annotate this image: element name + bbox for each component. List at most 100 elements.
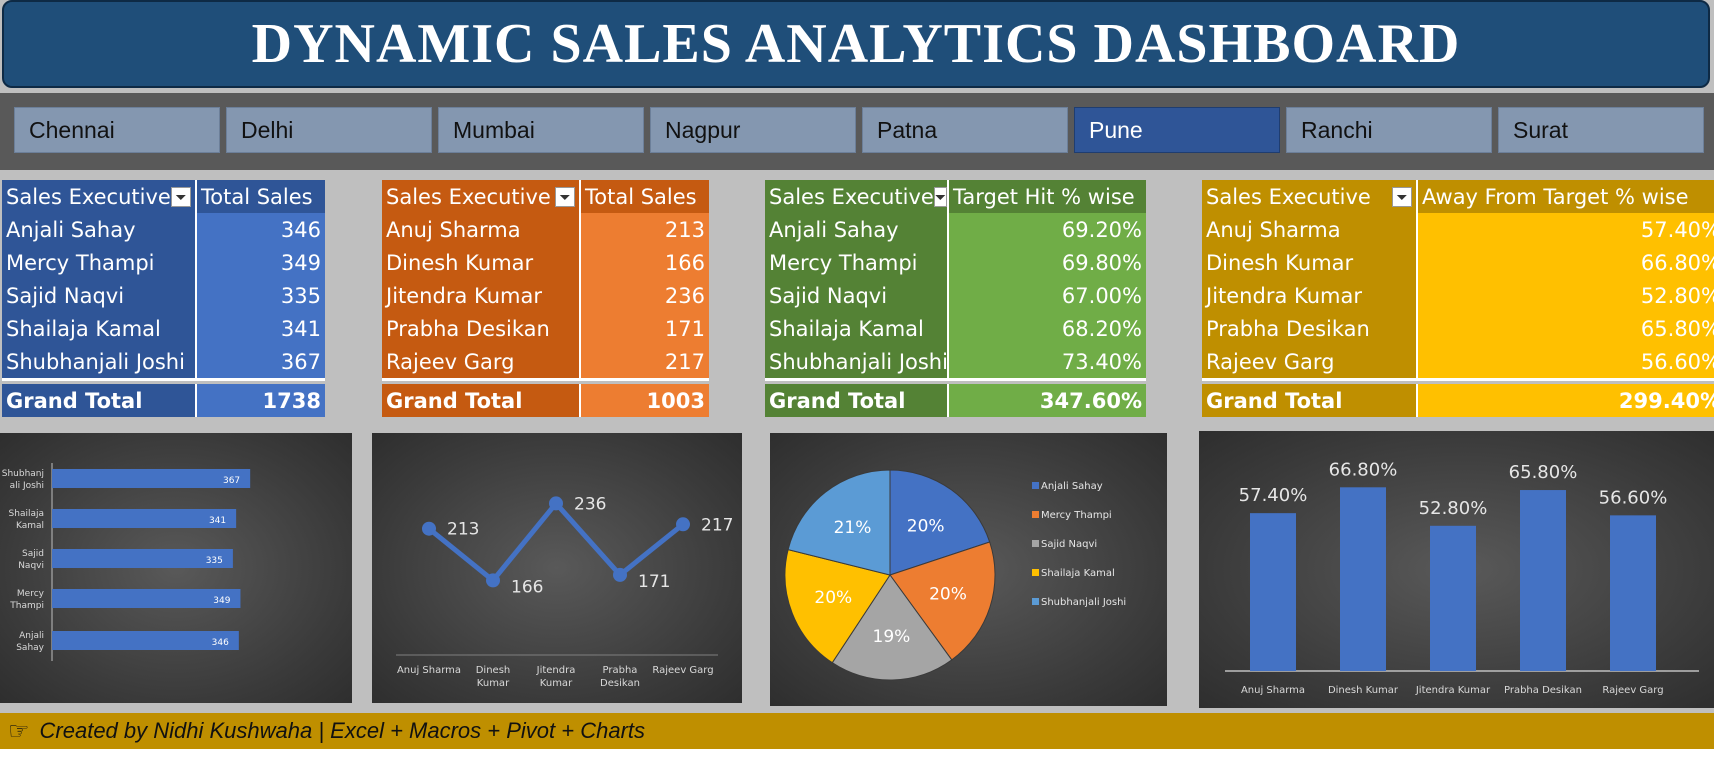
bar[interactable] [1340, 487, 1386, 671]
table-row: Mercy Thampi 349 [2, 246, 325, 279]
cell-value: 349 [197, 246, 325, 279]
table-row: Anjali Sahay 346 [2, 213, 325, 246]
slicer-item-delhi[interactable]: Delhi [226, 107, 432, 153]
chart-total-sales-bar[interactable]: 367 Shubhanj ali Joshi 341 Shailaja Kamal 335 S… [0, 433, 352, 703]
category-tick-label: Anuj Sharma [1241, 685, 1305, 696]
column-divider [947, 312, 949, 345]
category-tick-label: Dinesh Kumar [1328, 685, 1399, 696]
slicer-item-surat[interactable]: Surat [1498, 107, 1704, 153]
data-point[interactable] [613, 567, 627, 582]
column-divider [947, 345, 949, 378]
column-divider [579, 180, 581, 213]
grand-total-label: Grand Total [765, 384, 947, 417]
series-line[interactable] [427, 500, 685, 583]
header-value: Total Sales [197, 180, 325, 213]
column-divider [579, 312, 581, 345]
table-row: Shubhanjali Joshi 73.40% [765, 345, 1146, 378]
filter-icon[interactable]: ⏷ [171, 186, 191, 207]
data-point[interactable] [422, 521, 436, 536]
filter-icon[interactable]: ⏷ [933, 186, 947, 207]
header-label: Sales Executive [6, 184, 171, 209]
slicer-item-chennai[interactable]: Chennai [14, 107, 220, 153]
filter-icon[interactable]: ⏷ [555, 186, 575, 207]
cell-value: 65.80% [1418, 312, 1724, 345]
column-divider [195, 246, 197, 279]
bar[interactable] [52, 469, 251, 488]
table-row: Jitendra Kumar 52.80% [1202, 279, 1724, 312]
pie-slice[interactable] [787, 469, 891, 576]
category-tick-label: Shubhanj ali Joshi [2, 469, 44, 491]
bar[interactable] [52, 631, 239, 650]
category-tick-label: Mercy Thampi [9, 589, 44, 611]
header-sales-executive: Sales Executive ⏷ [2, 180, 195, 213]
slicer-item-patna[interactable]: Patna [862, 107, 1068, 153]
data-label: 65.80% [1509, 462, 1578, 483]
grand-total-row: Grand Total 299.40% [1202, 384, 1724, 417]
slicer-item-pune[interactable]: Pune [1074, 107, 1280, 153]
grand-total-label: Grand Total [1202, 384, 1416, 417]
chart-total-sales-line[interactable]: 213 Anuj Sharma 166 Dinesh Kumar 236 Jitendra K… [372, 433, 742, 703]
data-label: 213 [447, 520, 479, 540]
bar[interactable] [52, 509, 237, 528]
data-label: 341 [209, 516, 226, 526]
bar[interactable] [1250, 513, 1296, 671]
pie-slice[interactable] [831, 574, 953, 681]
pie-slice[interactable] [784, 549, 891, 664]
legend-label: Shailaja Kamal [1041, 568, 1115, 579]
footer-bar: ☞ Created by Nidhi Kushwaha | Excel + Ma… [0, 713, 1714, 749]
slicer-item-nagpur[interactable]: Nagpur [650, 107, 856, 153]
table-row: Sajid Naqvi 67.00% [765, 279, 1146, 312]
table-header-row: Sales Executive ⏷ Total Sales [382, 180, 709, 213]
column-divider [1416, 345, 1418, 378]
table-row: Mercy Thampi 69.80% [765, 246, 1146, 279]
table-row: Dinesh Kumar 66.80% [1202, 246, 1724, 279]
category-tick-label: Jitendra Kumar [536, 665, 576, 689]
data-label: 349 [213, 596, 230, 606]
bar[interactable] [1520, 490, 1566, 671]
cell-value: 335 [197, 279, 325, 312]
cell-value: 213 [581, 213, 709, 246]
grand-total-label: Grand Total [2, 384, 195, 417]
cell-value: 171 [581, 312, 709, 345]
table-row: Shailaja Kamal 68.20% [765, 312, 1146, 345]
data-point[interactable] [549, 496, 563, 511]
column-divider [195, 213, 197, 246]
dashboard-title: DYNAMIC SALES ANALYTICS DASHBOARD [2, 0, 1710, 88]
pie-slice[interactable] [889, 469, 991, 576]
header-sales-executive: Sales Executive ⏷ [382, 180, 579, 213]
cell-value: 346 [197, 213, 325, 246]
slicer-item-mumbai[interactable]: Mumbai [438, 107, 644, 153]
data-point[interactable] [676, 517, 690, 532]
header-value: Target Hit % wise [949, 180, 1146, 213]
cell-value: 52.80% [1418, 279, 1724, 312]
cell-executive-name: Sajid Naqvi [2, 279, 195, 312]
grand-total-divider [1202, 378, 1724, 381]
bar[interactable] [1430, 525, 1476, 671]
category-tick-label: Sajid Naqvi [18, 549, 44, 571]
sheet-right-edge [1714, 0, 1724, 760]
table-row: Anjali Sahay 69.20% [765, 213, 1146, 246]
slice-percent-label: 19% [873, 627, 911, 647]
category-tick-label: Rajeev Garg [652, 665, 713, 676]
header-value: Away From Target % wise [1418, 180, 1724, 213]
data-point[interactable] [486, 573, 500, 588]
pie-slice[interactable] [889, 541, 996, 661]
bar[interactable] [1610, 515, 1656, 671]
chart-away-from-target-bar[interactable]: 57.40% Anuj Sharma 66.80% Dinesh Kumar 52.80… [1199, 431, 1724, 708]
table-row: Shubhanjali Joshi 367 [2, 345, 325, 378]
legend-label: Shubhanjali Joshi [1041, 597, 1126, 608]
filter-icon[interactable]: ⏷ [1392, 186, 1412, 207]
column-divider [579, 279, 581, 312]
bar[interactable] [52, 549, 233, 568]
cell-executive-name: Shailaja Kamal [765, 312, 947, 345]
table-row: Prabha Desikan 171 [382, 312, 709, 345]
chart-target-hit-pie[interactable]: 20% 20% 19% 20% 21% Anjali Sahay Mercy Thampi S… [770, 433, 1167, 706]
grand-total-divider [382, 378, 709, 381]
cell-executive-name: Shubhanjali Joshi [2, 345, 195, 378]
bar[interactable] [52, 589, 241, 608]
legend-swatch [1032, 482, 1039, 489]
cell-executive-name: Shailaja Kamal [2, 312, 195, 345]
table-row: Rajeev Garg 56.60% [1202, 345, 1724, 378]
slicer-item-ranchi[interactable]: Ranchi [1286, 107, 1492, 153]
